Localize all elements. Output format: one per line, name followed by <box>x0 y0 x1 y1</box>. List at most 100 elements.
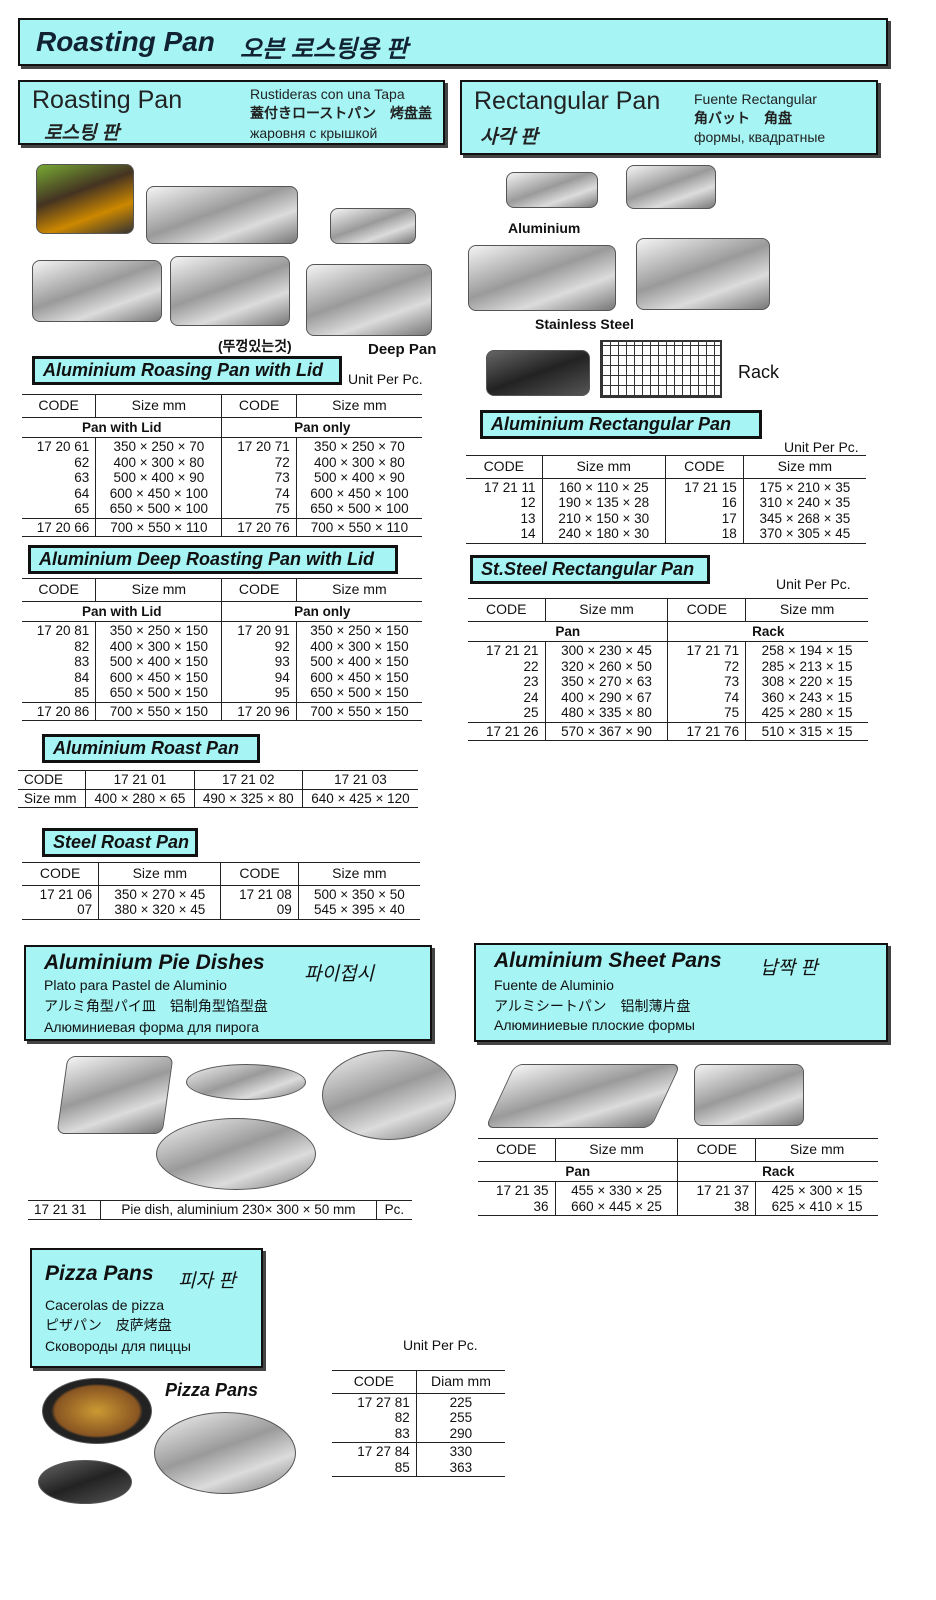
header-title: Rectangular Pan <box>474 87 661 115</box>
header-ru: формы, квадратные <box>694 129 826 145</box>
code-cell: 17 21 76 <box>667 721 746 741</box>
rack-label: Rack <box>738 362 780 382</box>
table-cell: 400 × 280 × 65 <box>85 788 195 808</box>
table-row: 17 21 35 36 455 × 330 × 25 660 × 445 × 25… <box>478 1181 878 1216</box>
column-header: Size mm <box>98 862 221 885</box>
column-header: CODE <box>22 394 96 417</box>
size-cell: 455 × 330 × 25 660 × 445 × 25 <box>554 1181 678 1216</box>
size-cell: 258 × 194 × 15 285 × 213 × 15 308 × 220 … <box>745 641 868 722</box>
rectangular-pan-header: Rectangular Pan 사각 판 Fuente Rectangular … <box>460 80 878 155</box>
banner-title-ko: 오븐 로스팅용 판 <box>240 36 408 63</box>
table-row: 17 20 66 700 × 550 × 110 17 20 76 700 × 550… <box>22 517 422 537</box>
lid-label: (뚜껑있는것) <box>218 338 292 354</box>
size-cell: 350 × 270 × 45 380 × 320 × 45 <box>98 884 221 920</box>
table-row: 17 21 06 07 350 × 270 × 45 380 × 320 × 45… <box>22 884 420 920</box>
unit-label: Unit Per Pc. <box>348 371 423 387</box>
table-row: 17 27 84 85 330 363 <box>332 1442 505 1477</box>
pizza-pans-label: Pizza Pans <box>165 1380 259 1400</box>
table-row: 17 20 81 82 83 84 85 350 × 250 × 150 400 … <box>22 621 422 702</box>
column-header: CODE <box>22 578 96 601</box>
sheet-pan-image <box>485 1064 681 1128</box>
table-cell: 17 21 01 <box>85 770 195 789</box>
header-title-ko: 로스팅 판 <box>44 123 120 144</box>
code-cell: 17 20 96 <box>221 701 297 721</box>
column-header: Size mm <box>554 1138 678 1161</box>
subheader-row: Pan with Lid Pan only <box>22 416 422 438</box>
column-header: Size mm <box>742 455 866 478</box>
size-cell: 160 × 110 × 25 190 × 135 × 28 210 × 150 … <box>541 477 666 544</box>
column-header: Size mm <box>295 394 422 417</box>
column-header: Size mm <box>95 394 222 417</box>
size-cell: 350 × 250 × 70 400 × 300 × 80 500 × 400 … <box>295 437 422 518</box>
size-cell: 225 255 290 <box>415 1392 505 1443</box>
header-row: CODE Diam mm <box>332 1370 505 1393</box>
pizza-pan-dark-image <box>38 1460 132 1504</box>
column-header: CODE <box>677 1138 756 1161</box>
rack-pan-image <box>486 350 590 396</box>
table-cell: CODE <box>18 770 86 789</box>
roasting-pan-table: CODE Size mm CODE Size mm Pan with Lid Pan on… <box>22 394 422 537</box>
code-cell: 17 20 81 82 83 84 85 <box>22 621 96 702</box>
page-banner: Roasting Pan 오븐 로스팅용 판 <box>18 18 888 66</box>
code-cell: 17 21 15 16 17 18 <box>664 477 744 544</box>
column-header: Size mm <box>544 598 668 621</box>
pizza-pans-box: Pizza Pans 피자 판 Cacerolas de pizza ピザパン … <box>30 1248 263 1368</box>
size-cell: 175 × 210 × 35 310 × 240 × 35 345 × 268 … <box>742 477 866 544</box>
pie-dish-table: 17 21 31 Pie dish, aluminium 230× 300 × 5… <box>28 1200 412 1220</box>
deep-roasting-pan-table: CODE Size mm CODE Size mm Pan with Lid Pan on… <box>22 578 422 721</box>
box-title-ko: 납짝 판 <box>760 958 818 979</box>
code-cell: 17 21 06 07 <box>22 884 99 920</box>
table-row: CODE 17 21 01 17 21 02 17 21 03 <box>18 770 418 789</box>
pizza-pans-table: CODE Diam mm 17 27 81 82 83 225 255 290 17 2… <box>332 1370 505 1477</box>
unit-label: Unit Per Pc. <box>403 1337 478 1353</box>
column-header: Size mm <box>95 578 222 601</box>
box-ru: Алюминиевые плоские формы <box>494 1017 695 1033</box>
rack-image <box>600 340 722 398</box>
box-es: Cacerolas de pizza <box>45 1297 165 1313</box>
column-header: Size mm <box>541 455 666 478</box>
group-header: Pan with Lid <box>22 416 222 438</box>
size-cell: 700 × 550 × 150 <box>95 701 222 721</box>
size-cell: 300 × 230 × 45 320 × 260 × 50 350 × 270 … <box>544 641 668 722</box>
header-row: CODE Size mm CODE Size mm <box>468 598 868 621</box>
code-cell: 17 20 76 <box>221 517 297 537</box>
group-header: Rack <box>677 1160 878 1182</box>
header-row: CODE Size mm CODE Size mm <box>22 578 422 601</box>
box-es: Plato para Pastel de Aluminio <box>44 977 227 993</box>
table-cell: Size mm <box>18 788 86 808</box>
box-ja: アルミシートパン 铝制薄片盘 <box>494 998 691 1014</box>
header-title-ko: 사각 판 <box>480 127 538 148</box>
table-row: 17 20 86 700 × 550 × 150 17 20 96 700 × 550… <box>22 701 422 721</box>
size-cell: 700 × 550 × 110 <box>295 517 422 537</box>
header-row: CODE Size mm CODE Size mm <box>22 862 420 885</box>
table-cell: 17 21 31 <box>28 1200 101 1220</box>
roast-pan-rack-image <box>32 260 162 322</box>
small-pan-image <box>330 208 416 244</box>
steel-roast-pan-table: CODE Size mm CODE Size mm 17 21 06 07 350 × 2… <box>22 862 420 920</box>
table-row: 17 20 61 62 63 64 65 350 × 250 × 70 400 ×… <box>22 437 422 518</box>
unit-label: Unit Per Pc. <box>784 439 859 455</box>
header-ja: 蓋付きローストパン 烤盘盖 <box>250 105 432 121</box>
group-header: Pan with Lid <box>22 600 222 622</box>
code-cell: 17 27 84 85 <box>332 1442 417 1477</box>
box-title: Aluminium Sheet Pans <box>494 949 722 972</box>
group-header: Rack <box>667 620 868 642</box>
section-title: Steel Roast Pan <box>42 828 198 857</box>
box-es: Fuente de Aluminio <box>494 977 614 993</box>
header-title: Roasting Pan <box>32 86 183 114</box>
code-cell: 17 21 26 <box>468 721 546 741</box>
column-header: CODE <box>332 1370 417 1393</box>
column-header: Size mm <box>295 578 422 601</box>
code-cell: 17 21 21 22 23 24 25 <box>468 641 546 722</box>
group-header: Pan only <box>221 416 422 438</box>
header-row: CODE Size mm CODE Size mm <box>466 455 866 478</box>
table-cell: 640 × 425 × 120 <box>301 788 418 808</box>
code-cell: 17 21 35 36 <box>478 1181 556 1216</box>
subheader-row: Pan with Lid Pan only <box>22 600 422 622</box>
section-title: Aluminium Rectangular Pan <box>480 410 762 439</box>
column-header: Diam mm <box>415 1370 505 1393</box>
section-title: Aluminium Roast Pan <box>42 734 260 763</box>
table-cell: 490 × 325 × 80 <box>193 788 303 808</box>
table-cell: Pie dish, aluminium 230× 300 × 50 mm <box>100 1200 377 1220</box>
roast-pan-image <box>146 186 298 244</box>
